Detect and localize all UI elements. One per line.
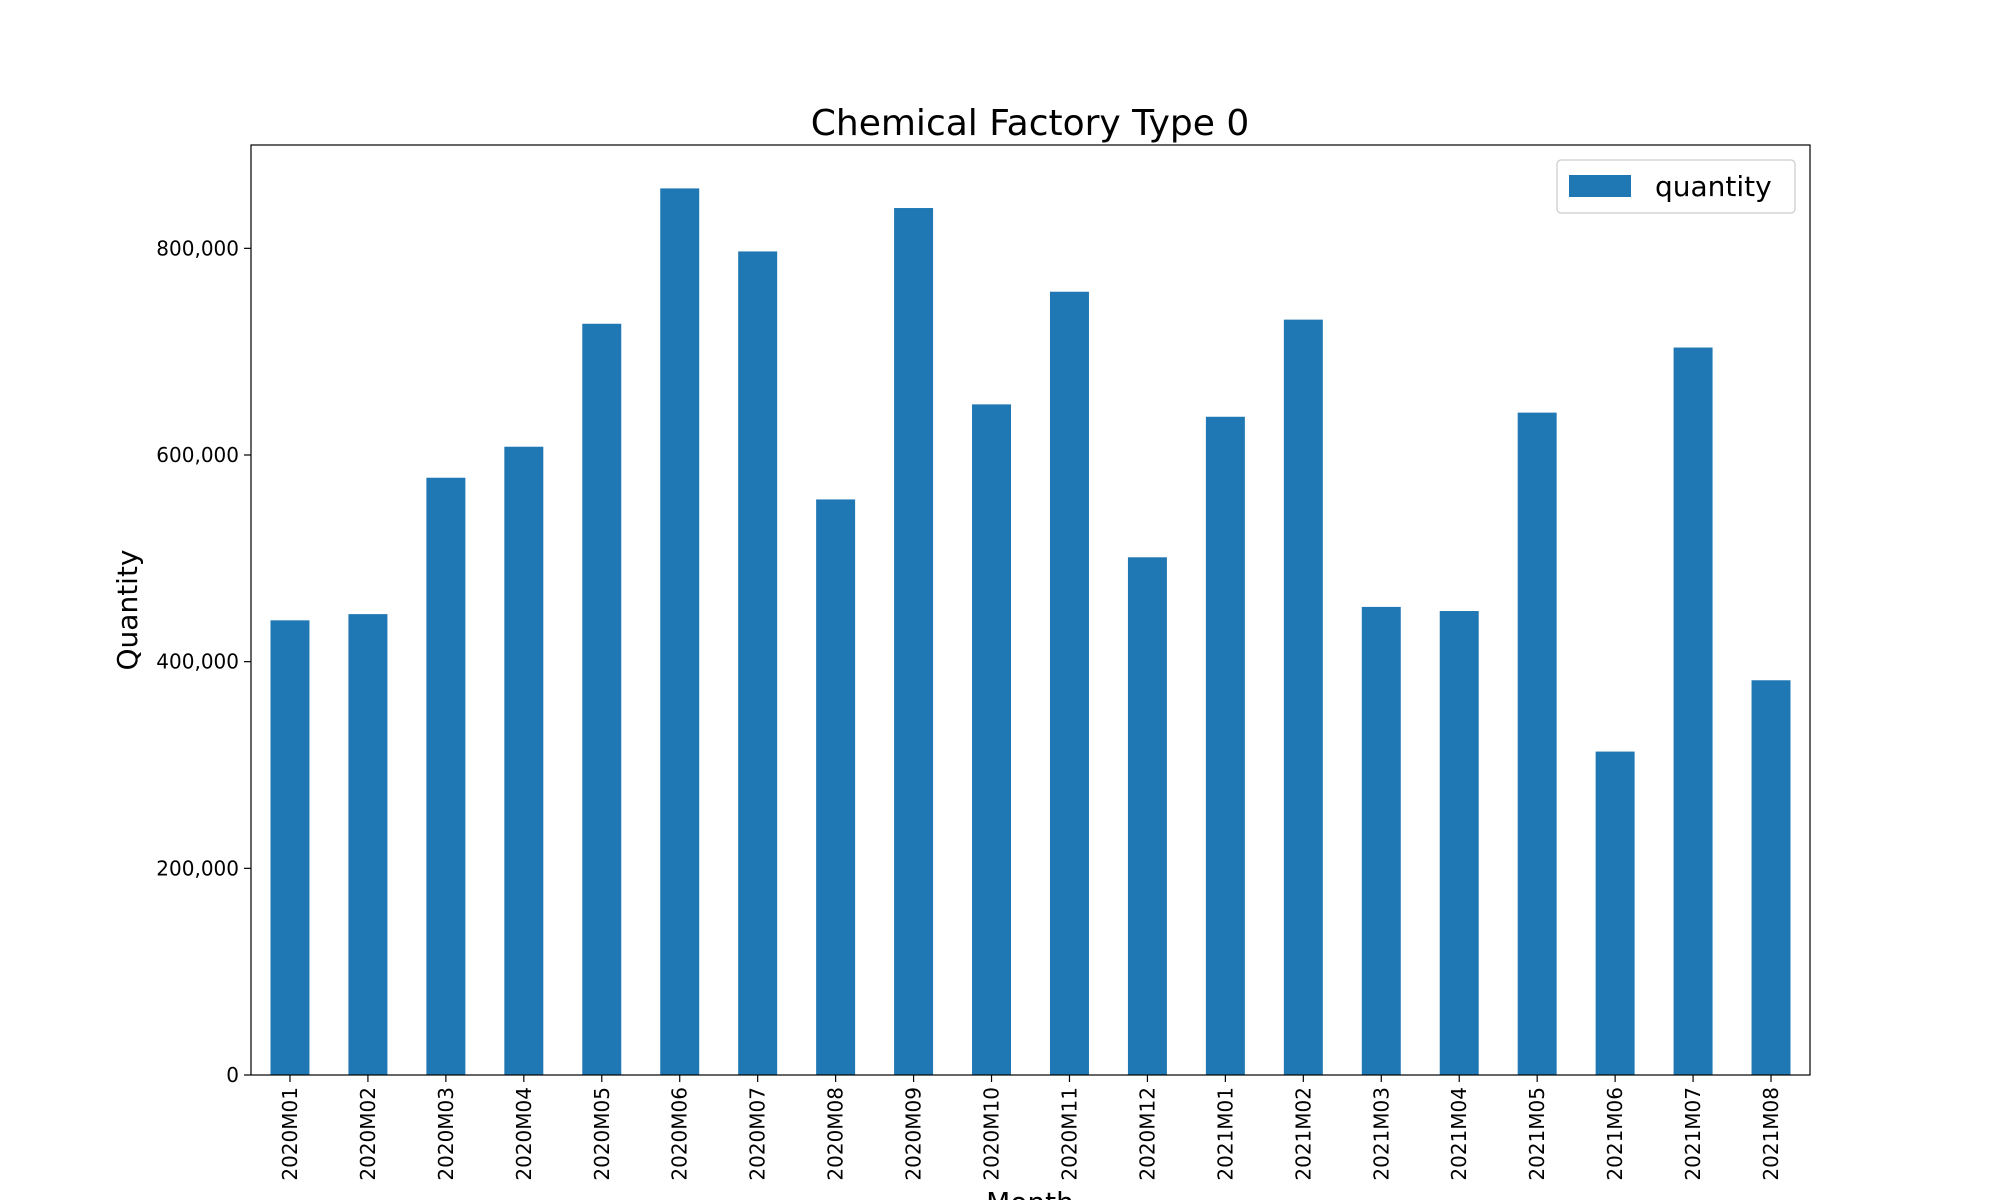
y-tick-label: 200,000 xyxy=(156,856,239,880)
legend: quantity xyxy=(1556,159,1796,214)
x-tick-label: 2020M07 xyxy=(746,1087,770,1181)
bar-2021M02 xyxy=(1283,319,1323,1076)
bar-2021M01 xyxy=(1205,416,1245,1075)
legend-label-quantity: quantity xyxy=(1655,170,1772,203)
bar-2020M07 xyxy=(738,251,778,1075)
bar-2021M08 xyxy=(1751,680,1791,1075)
x-tick-label: 2020M06 xyxy=(668,1087,692,1181)
y-axis: 0 200,000 400,000 600,000 800,000 xyxy=(156,236,251,1087)
bar-2021M06 xyxy=(1595,751,1635,1075)
bar-2020M02 xyxy=(348,614,388,1075)
x-tick-label: 2021M06 xyxy=(1603,1087,1627,1181)
x-tick-label: 2021M07 xyxy=(1681,1087,1705,1181)
bar-2020M04 xyxy=(504,446,544,1075)
legend-box xyxy=(1556,159,1796,214)
x-tick-label: 2021M02 xyxy=(1291,1087,1315,1181)
chart-title: Chemical Factory Type 0 xyxy=(811,103,1249,144)
bar-2020M08 xyxy=(816,499,856,1075)
bar-2020M10 xyxy=(972,404,1012,1075)
bar-2021M05 xyxy=(1517,412,1557,1076)
x-tick-label: 2020M03 xyxy=(434,1087,458,1181)
bar-2021M03 xyxy=(1361,606,1401,1075)
bar-2020M09 xyxy=(894,208,934,1076)
x-tick-label: 2020M01 xyxy=(278,1087,302,1181)
bar-2020M01 xyxy=(270,620,310,1075)
legend-swatch-quantity xyxy=(1569,175,1631,197)
y-tick-label: 600,000 xyxy=(156,443,239,467)
x-axis: 2020M01 2020M02 2020M03 2020M04 2020M05 2020M… xyxy=(278,1075,1783,1181)
x-tick-label: 2020M12 xyxy=(1135,1087,1159,1181)
y-tick-label: 800,000 xyxy=(156,236,239,260)
x-tick-label: 2020M08 xyxy=(824,1087,848,1181)
y-tick-label: 400,000 xyxy=(156,650,239,674)
x-tick-label: 2021M03 xyxy=(1369,1087,1393,1181)
bar-2021M04 xyxy=(1439,611,1479,1075)
y-tick-label: 0 xyxy=(226,1063,239,1087)
bar-2020M12 xyxy=(1127,557,1167,1075)
x-tick-label: 2021M04 xyxy=(1447,1087,1471,1181)
x-tick-label: 2020M09 xyxy=(902,1087,926,1181)
bar-2020M11 xyxy=(1049,291,1089,1075)
x-tick-label: 2021M08 xyxy=(1759,1087,1783,1181)
bar-2020M06 xyxy=(660,188,700,1075)
x-tick-label: 2020M02 xyxy=(356,1087,380,1181)
x-tick-label: 2021M05 xyxy=(1525,1087,1549,1181)
x-tick-label: 2020M04 xyxy=(512,1087,536,1181)
plot-frame xyxy=(250,144,1811,1076)
y-axis-label: Quantity xyxy=(111,550,144,671)
bar-series xyxy=(270,188,1791,1076)
x-tick-label: 2021M01 xyxy=(1213,1087,1237,1181)
bar-2020M03 xyxy=(426,477,466,1075)
bar-2020M05 xyxy=(582,323,622,1075)
x-axis-label: Month xyxy=(986,1186,1074,1200)
x-tick-label: 2020M11 xyxy=(1057,1087,1081,1181)
x-tick-label: 2020M10 xyxy=(980,1087,1004,1181)
bar-2021M07 xyxy=(1673,347,1713,1075)
x-tick-label: 2020M05 xyxy=(590,1087,614,1181)
